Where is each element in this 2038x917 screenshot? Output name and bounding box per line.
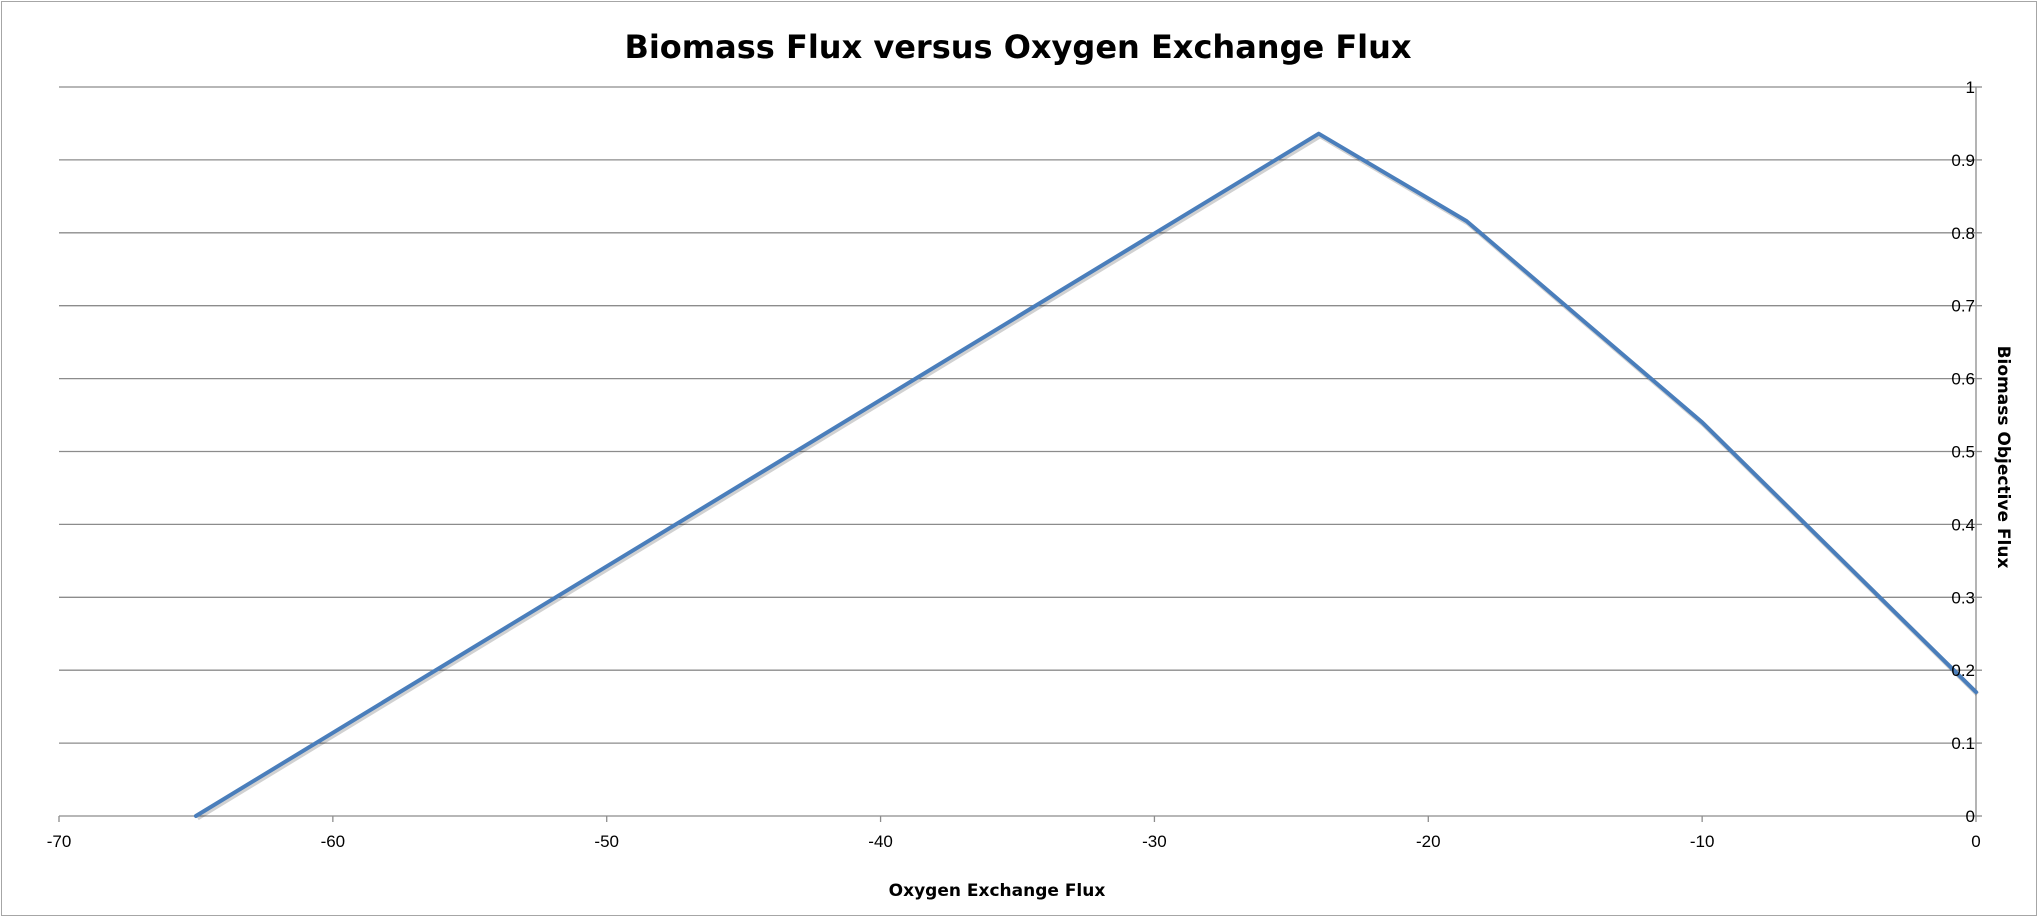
- series-line-shadow: [196, 133, 1980, 821]
- y-tick-label: 0.1: [1951, 734, 1975, 753]
- y-tick-label: 0.6: [1951, 370, 1975, 389]
- x-tick-label: 0: [1971, 832, 1980, 851]
- x-axis-title: Oxygen Exchange Flux: [889, 881, 1106, 901]
- y-tick-label: 0.9: [1951, 151, 1975, 170]
- y-tick-label: 0.5: [1951, 443, 1975, 462]
- x-tick-label: -60: [321, 832, 346, 851]
- y-tick-label: 0.8: [1951, 224, 1975, 243]
- x-tick-label: -30: [1142, 832, 1167, 851]
- x-tick-label: -50: [594, 832, 619, 851]
- y-tick-label: 0.7: [1951, 297, 1975, 316]
- axes: [58, 86, 1982, 822]
- y-tick-label: 0.3: [1951, 588, 1975, 607]
- y-tick-label: 0: [1966, 807, 1975, 826]
- series-line: [193, 131, 1978, 818]
- gridlines: [59, 86, 1976, 744]
- x-tick-label: -10: [1690, 832, 1715, 851]
- tick-labels: 0 0.1 0.2 0.3 0.4 0.5 0.6 0.7 0.8 0.9 1 -70 -60 -50 -4…: [47, 78, 1981, 851]
- x-tick-label: -70: [47, 832, 72, 851]
- y-axis-title: Biomass Objective Flux: [1993, 346, 2013, 569]
- x-tick-label: -20: [1416, 832, 1441, 851]
- y-tick-label: 0.2: [1951, 661, 1975, 680]
- y-tick-label: 0.4: [1951, 515, 1975, 534]
- chart-title: Biomass Flux versus Oxygen Exchange Flux: [624, 28, 1411, 66]
- x-tick-label: -40: [868, 832, 893, 851]
- y-tick-label: 1: [1966, 78, 1975, 97]
- series: [193, 131, 1980, 821]
